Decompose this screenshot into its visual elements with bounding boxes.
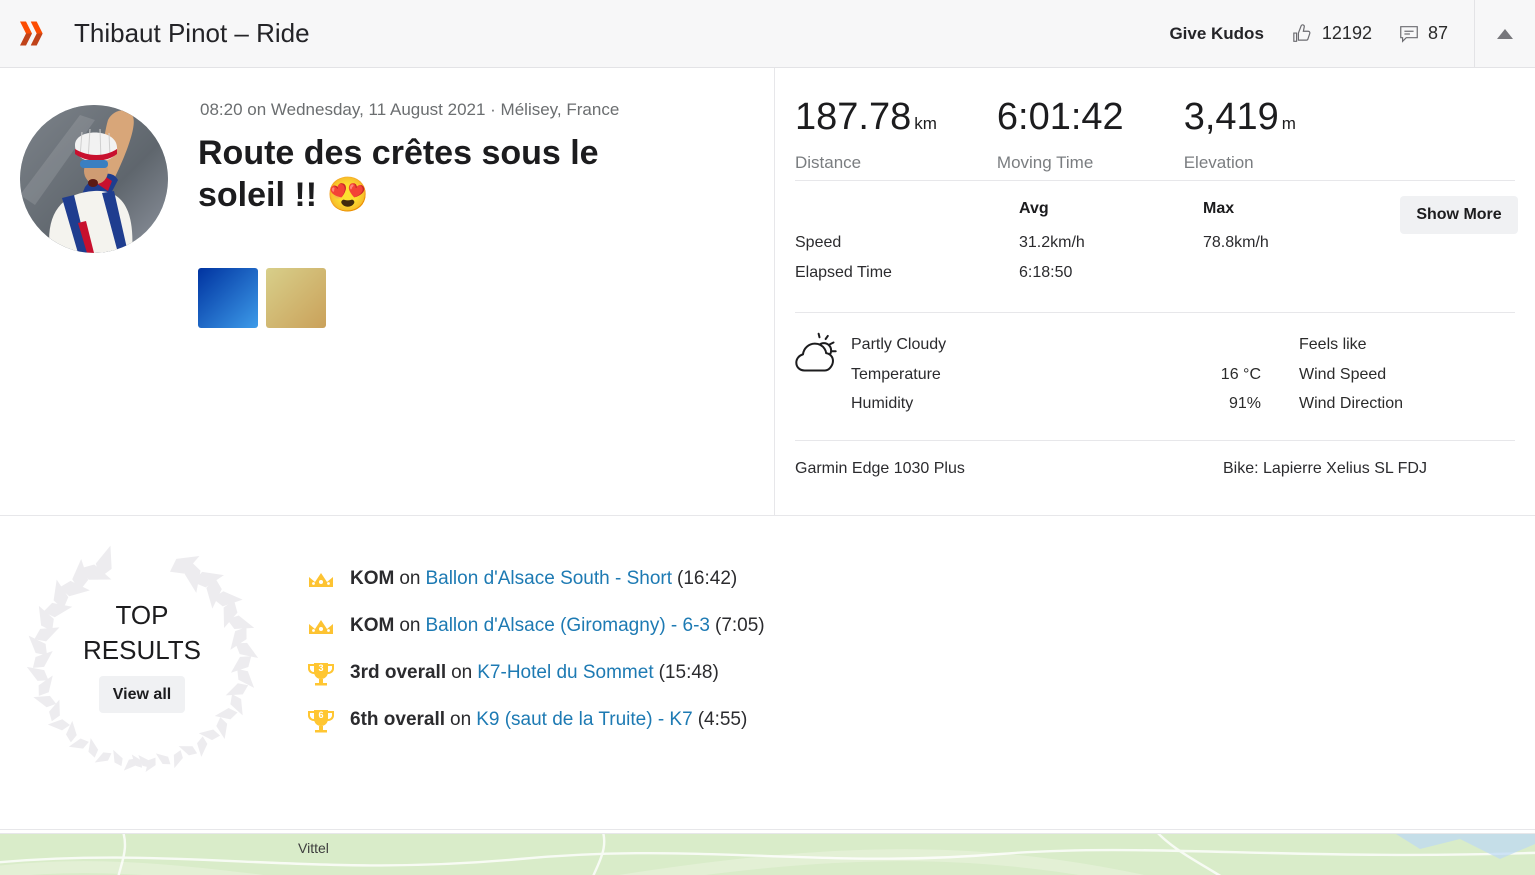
svg-text:Vittel: Vittel	[298, 840, 329, 856]
svg-text:3: 3	[318, 663, 323, 673]
svg-text:6: 6	[318, 710, 323, 720]
